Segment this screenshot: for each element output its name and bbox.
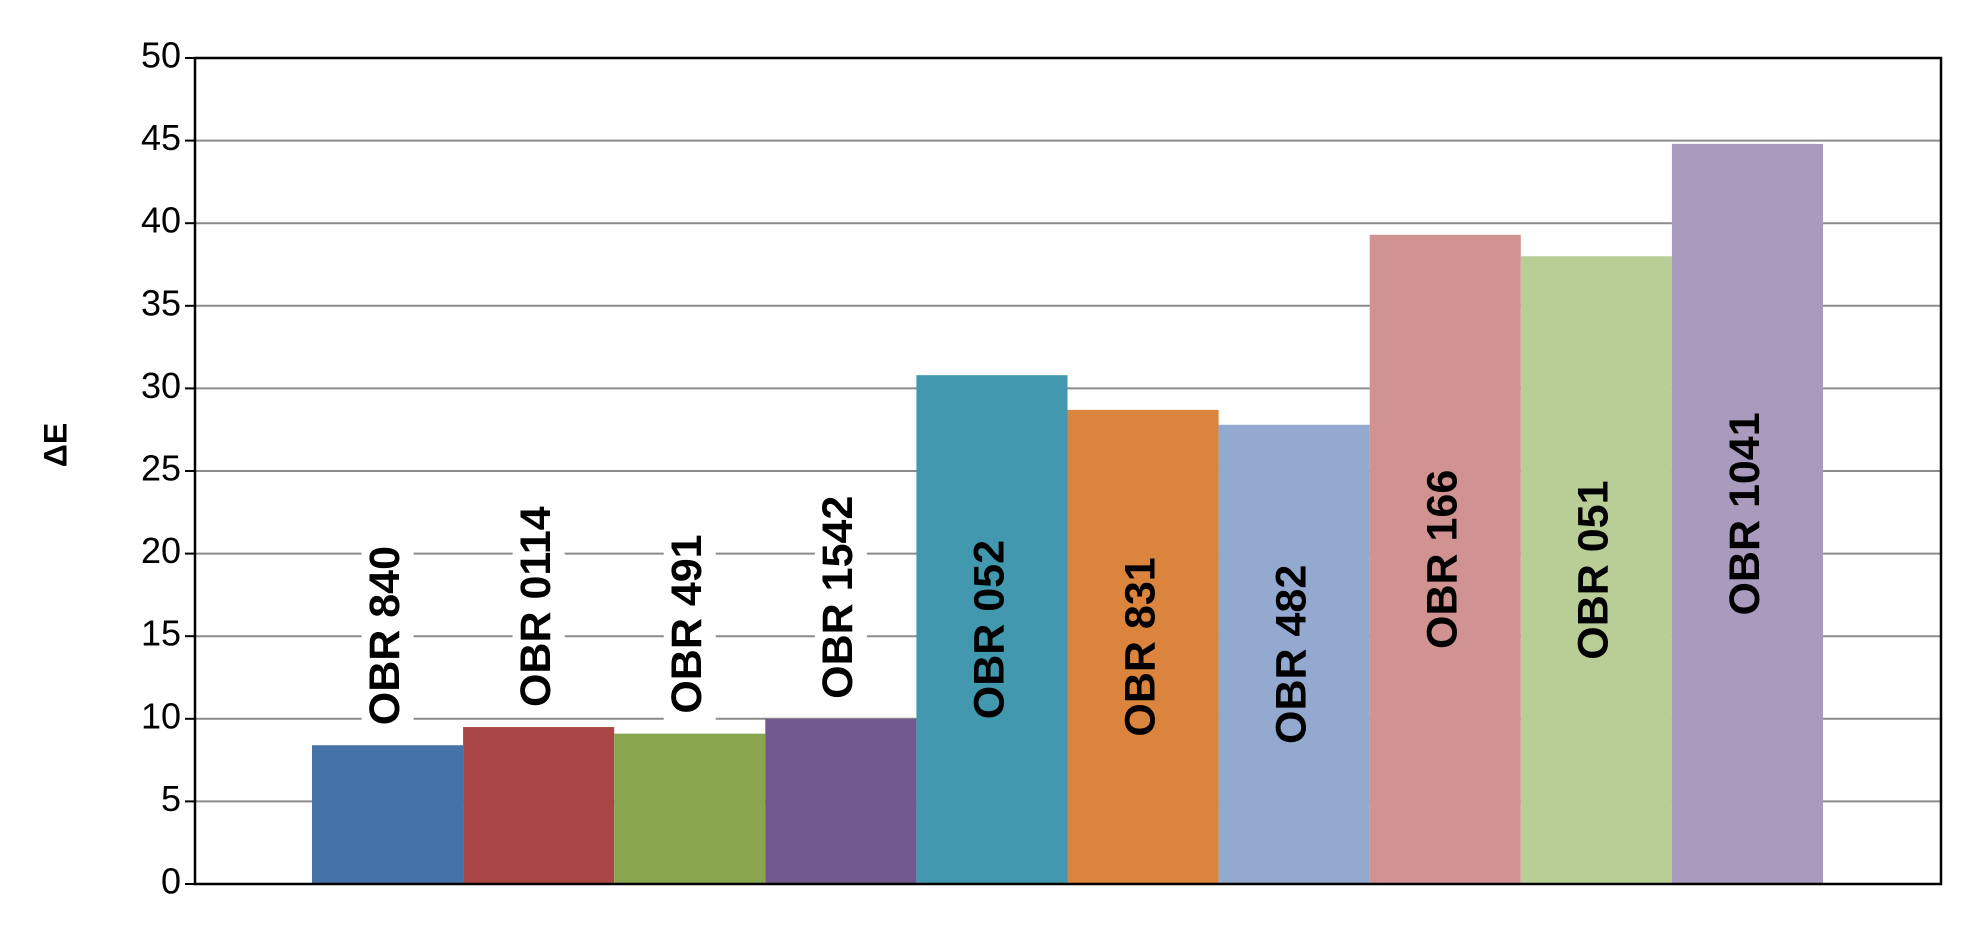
y-tick-label: 40	[141, 200, 181, 241]
label-background	[663, 524, 716, 724]
y-tick-label: 50	[141, 35, 181, 76]
bar	[312, 745, 464, 884]
bar-label: OBR 052	[965, 540, 1013, 719]
y-axis-label: ΔE	[37, 423, 73, 467]
y-tick-label: 5	[161, 778, 181, 819]
plot-border	[193, 56, 1943, 886]
bar	[1067, 409, 1219, 884]
bar	[1218, 424, 1370, 884]
bar	[1671, 143, 1823, 885]
bar-label: OBR 1542	[814, 496, 862, 699]
y-tick-label: 0	[161, 861, 181, 902]
y-tick-label: 35	[141, 282, 181, 323]
bar-label: OBR 1041	[1721, 412, 1769, 615]
y-tick-label: 15	[141, 613, 181, 654]
y-tick-label: 30	[141, 365, 181, 406]
y-tick-label: 10	[141, 695, 181, 736]
label-background	[361, 535, 414, 736]
bar-label: OBR 491	[663, 534, 711, 713]
bar	[463, 727, 615, 884]
bar-label: OBR 166	[1419, 470, 1467, 649]
bar	[614, 733, 766, 884]
bar	[765, 718, 917, 884]
bar-label: OBR 051	[1570, 480, 1618, 659]
bar-label: OBR 0114	[512, 506, 560, 707]
label-background	[814, 485, 867, 709]
bar	[916, 375, 1068, 884]
y-tick-label: 45	[141, 117, 181, 158]
bar	[1520, 256, 1672, 884]
bar-label: OBR 840	[361, 546, 409, 725]
y-tick-label: 20	[141, 530, 181, 571]
labels: OBR 840 OBR 0114 OBR 491 OBR 1542 OBR 052 OBR…	[361, 412, 1769, 744]
bar-label: OBR 831	[1116, 557, 1164, 736]
label-background	[512, 496, 565, 718]
bar-label: OBR 482	[1268, 565, 1316, 744]
bar	[1369, 234, 1521, 884]
y-tick-label: 25	[141, 448, 181, 489]
